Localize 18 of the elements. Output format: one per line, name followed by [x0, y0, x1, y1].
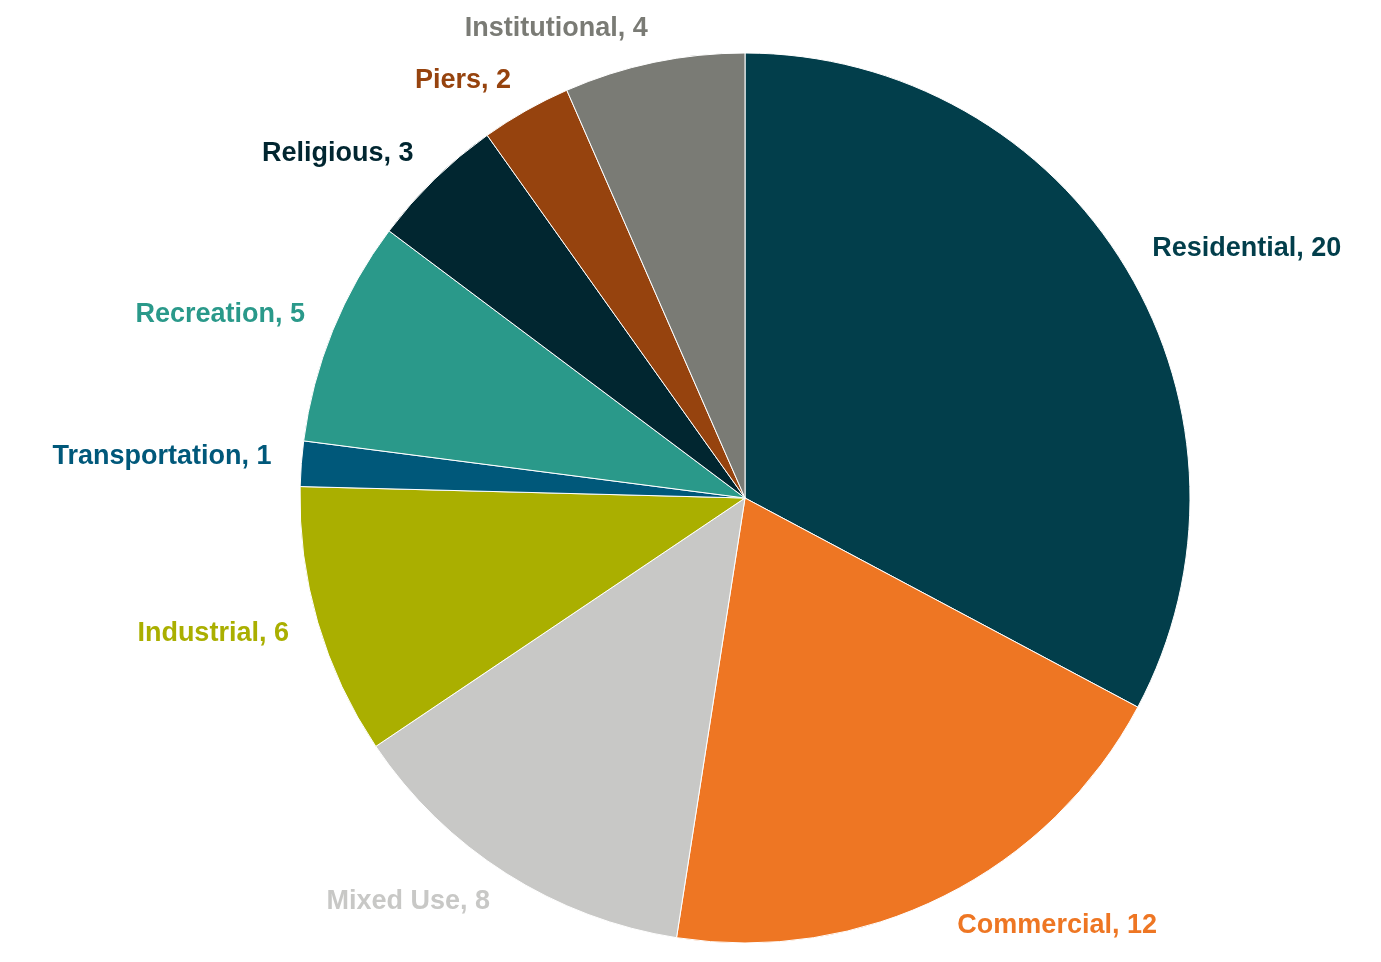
slice-label: Institutional	[464, 12, 618, 43]
slice-label: Mixed Use	[326, 884, 461, 915]
data-label: , 20	[1296, 232, 1342, 263]
slice-label: Commercial	[957, 908, 1112, 939]
data-label: , 2	[481, 63, 512, 94]
slice-label: Industrial	[137, 616, 259, 647]
data-label: , 12	[1111, 908, 1157, 939]
slice-label: Religious	[261, 136, 384, 167]
data-label: , 6	[258, 616, 289, 647]
data-label: , 5	[274, 298, 305, 329]
data-label: , 4	[617, 12, 648, 43]
data-label: , 1	[241, 440, 272, 471]
slice-label: Recreation	[135, 298, 275, 329]
slice-label: Transportation	[52, 440, 242, 471]
slice-label: Residential	[1152, 232, 1297, 263]
data-label: , 8	[460, 884, 491, 915]
slice-label: Piers	[414, 63, 482, 94]
data-label: , 3	[383, 136, 414, 167]
